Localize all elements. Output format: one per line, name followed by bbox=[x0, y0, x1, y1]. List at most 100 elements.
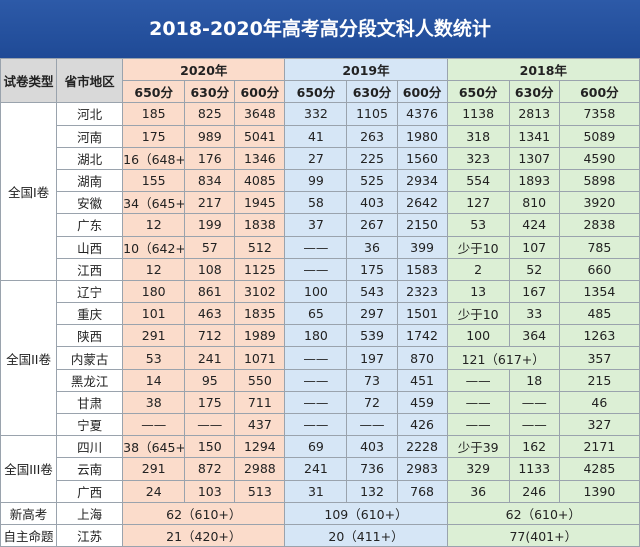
region-cell: 江西 bbox=[56, 257, 124, 281]
value-cell: 185 bbox=[122, 102, 186, 126]
value-cell: 459 bbox=[396, 390, 448, 415]
value-cell: 18 bbox=[508, 368, 560, 392]
value-cell: 53 bbox=[446, 213, 510, 237]
value-cell: —— bbox=[184, 412, 236, 437]
region-cell: 四川 bbox=[56, 435, 124, 459]
table-row: 甘肃 38 175 711 —— 72 459 —— —— 46 bbox=[1, 390, 640, 415]
value-cell: 20（411+） bbox=[284, 523, 448, 547]
value-cell: 543 bbox=[346, 279, 398, 304]
value-cell: 65 bbox=[284, 302, 348, 326]
value-cell: 1742 bbox=[396, 324, 448, 348]
value-cell: 2983 bbox=[396, 457, 448, 481]
table-body: 全国I卷 河北 185 825 3648 332 1105 4376 1138 2813 7358 河… bbox=[0, 102, 640, 547]
value-cell: 12 bbox=[122, 213, 186, 237]
value-cell: 1945 bbox=[234, 191, 286, 215]
value-cell: 180 bbox=[122, 279, 186, 304]
paper-type-cell: 全国II卷 bbox=[0, 279, 58, 437]
value-cell: 554 bbox=[446, 168, 510, 193]
paper-type-cell: 全国III卷 bbox=[0, 435, 58, 503]
value-cell: 176 bbox=[184, 146, 236, 170]
value-cell: 1071 bbox=[234, 346, 286, 370]
table-row: 全国I卷 河北 185 825 3648 332 1105 4376 1138 2813 7358 bbox=[0, 102, 640, 281]
value-cell: 332 bbox=[284, 102, 348, 126]
value-cell: 241 bbox=[184, 346, 236, 370]
score-header: 630分 bbox=[508, 80, 560, 104]
value-cell: 525 bbox=[346, 168, 398, 193]
value-cell: 768 bbox=[396, 479, 448, 503]
score-header: 650分 bbox=[122, 80, 186, 104]
table-row: 黑龙江 14 95 550 —— 73 451 —— 18 215 bbox=[1, 368, 640, 392]
value-cell: 73 bbox=[346, 368, 398, 392]
value-cell: 712 bbox=[184, 324, 236, 348]
score-header: 650分 bbox=[284, 80, 348, 104]
value-cell: 2838 bbox=[558, 213, 640, 237]
value-cell: 34（645+） bbox=[122, 191, 186, 215]
score-header: 600分 bbox=[558, 80, 640, 104]
table-row: 广东 12 199 1838 37 267 2150 53 424 2838 bbox=[1, 213, 640, 237]
value-cell: 197 bbox=[346, 346, 398, 370]
table-row: 重庆 101 463 1835 65 297 1501 少于10 33 485 bbox=[1, 302, 640, 326]
value-cell: 69 bbox=[284, 435, 348, 459]
value-cell: 38 bbox=[122, 390, 186, 415]
value-cell: 241 bbox=[284, 457, 348, 481]
region-cell: 陕西 bbox=[56, 324, 124, 348]
value-cell: 1560 bbox=[396, 146, 448, 170]
value-cell: 175 bbox=[184, 390, 236, 415]
value-cell: 101 bbox=[122, 302, 186, 326]
header-row-scores: 650分 630分 600分 650分 630分 600分 650分 630分 … bbox=[1, 80, 640, 104]
value-cell: 62（610+） bbox=[446, 501, 640, 525]
table-row: 宁夏 —— —— 437 —— —— 426 —— —— 327 bbox=[1, 412, 640, 437]
value-cell: 46 bbox=[558, 390, 640, 415]
value-cell: 539 bbox=[346, 324, 398, 348]
value-cell: 2934 bbox=[396, 168, 448, 193]
value-cell: 437 bbox=[234, 412, 286, 437]
value-cell: 58 bbox=[284, 191, 348, 215]
value-cell: 95 bbox=[184, 368, 236, 392]
value-cell: 1294 bbox=[234, 435, 286, 459]
value-cell: 4376 bbox=[396, 102, 448, 126]
region-cell: 山西 bbox=[56, 235, 124, 259]
year-header-2018: 2018年 bbox=[446, 57, 640, 82]
region-cell: 重庆 bbox=[56, 302, 124, 326]
value-cell: 318 bbox=[446, 124, 510, 148]
table-row: 全国III卷四川38（645+）1501294694032228少于391622… bbox=[0, 435, 640, 503]
value-cell: —— bbox=[284, 346, 348, 370]
value-cell: 870 bbox=[396, 346, 448, 370]
value-cell: 267 bbox=[346, 213, 398, 237]
value-cell: 1105 bbox=[346, 102, 398, 126]
value-cell: 357 bbox=[558, 346, 640, 370]
value-cell: 329 bbox=[446, 457, 510, 481]
value-cell: 323 bbox=[446, 146, 510, 170]
value-cell: 989 bbox=[184, 124, 236, 148]
value-cell: 38（645+） bbox=[122, 435, 186, 459]
value-cell: 1989 bbox=[234, 324, 286, 348]
value-cell: 513 bbox=[234, 479, 286, 503]
value-cell: 132 bbox=[346, 479, 398, 503]
value-cell: 121（617+） bbox=[446, 346, 560, 370]
value-cell: 291 bbox=[122, 324, 186, 348]
value-cell: 53 bbox=[122, 346, 186, 370]
value-cell: 1501 bbox=[396, 302, 448, 326]
region-cell: 河南 bbox=[56, 124, 124, 148]
value-cell: —— bbox=[122, 412, 186, 437]
value-cell: 99 bbox=[284, 168, 348, 193]
value-cell: 327 bbox=[558, 412, 640, 437]
value-cell: 1263 bbox=[558, 324, 640, 348]
value-cell: 825 bbox=[184, 102, 236, 126]
score-header: 600分 bbox=[234, 80, 286, 104]
value-cell: 2 bbox=[446, 257, 510, 281]
value-cell: 62（610+） bbox=[122, 501, 286, 525]
score-header: 630分 bbox=[184, 80, 236, 104]
table-row: 广西 24 103 513 31 132 768 36 246 1390 bbox=[1, 479, 640, 503]
value-cell: —— bbox=[284, 412, 348, 437]
value-cell: 1835 bbox=[234, 302, 286, 326]
value-cell: 246 bbox=[508, 479, 560, 503]
value-cell: 861 bbox=[184, 279, 236, 304]
value-cell: 4285 bbox=[558, 457, 640, 481]
region-cell: 云南 bbox=[56, 457, 124, 481]
score-header: 650分 bbox=[446, 80, 510, 104]
region-cell: 湖北 bbox=[56, 146, 124, 170]
